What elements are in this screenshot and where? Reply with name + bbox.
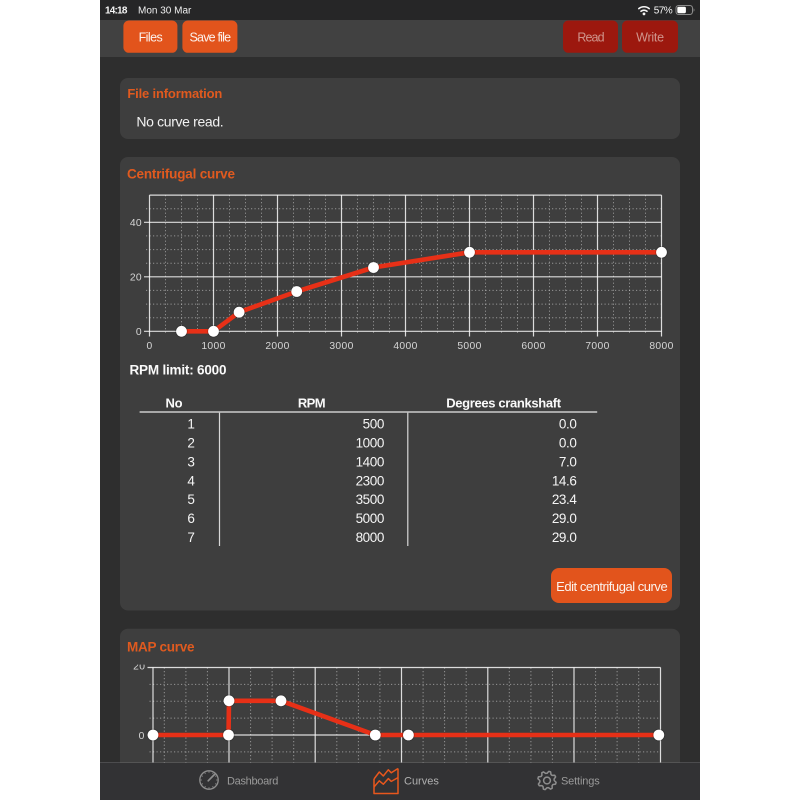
- svg-text:29.0: 29.0: [552, 511, 577, 526]
- svg-text:20: 20: [133, 662, 145, 673]
- svg-text:14:18: 14:18: [105, 5, 128, 16]
- svg-text:Curves: Curves: [404, 775, 439, 787]
- svg-text:29.0: 29.0: [552, 530, 577, 545]
- svg-text:3000: 3000: [329, 341, 353, 352]
- svg-text:0.0: 0.0: [559, 436, 577, 451]
- svg-text:Degrees crankshaft: Degrees crankshaft: [446, 396, 562, 411]
- svg-text:2000: 2000: [265, 341, 289, 352]
- svg-text:6000: 6000: [521, 341, 545, 352]
- svg-text:7000: 7000: [585, 341, 609, 352]
- svg-text:No: No: [166, 396, 183, 411]
- svg-text:Dashboard: Dashboard: [227, 775, 278, 787]
- svg-text:3: 3: [187, 454, 194, 469]
- svg-text:1000: 1000: [201, 341, 225, 352]
- svg-text:500: 500: [363, 417, 384, 432]
- svg-text:0: 0: [139, 731, 145, 742]
- svg-text:6: 6: [187, 511, 194, 526]
- svg-text:RPM limit: 6000: RPM limit: 6000: [130, 362, 227, 377]
- svg-text:5: 5: [187, 492, 194, 507]
- svg-text:0.0: 0.0: [559, 417, 577, 432]
- svg-text:Centrifugal curve: Centrifugal curve: [127, 166, 235, 181]
- svg-text:0: 0: [146, 341, 152, 352]
- svg-text:Write: Write: [636, 31, 664, 45]
- svg-text:40: 40: [130, 218, 142, 229]
- svg-text:1400: 1400: [356, 454, 384, 469]
- svg-text:Read: Read: [577, 31, 604, 45]
- svg-text:1000: 1000: [356, 436, 384, 451]
- svg-text:7.0: 7.0: [559, 454, 577, 469]
- svg-text:RPM: RPM: [298, 396, 325, 411]
- svg-text:5000: 5000: [457, 341, 481, 352]
- svg-text:Edit centrifugal curve: Edit centrifugal curve: [556, 579, 667, 594]
- svg-text:20: 20: [130, 273, 142, 284]
- svg-text:7: 7: [187, 530, 194, 545]
- svg-text:Mon 30 Mar: Mon 30 Mar: [138, 5, 192, 16]
- svg-text:57%: 57%: [654, 6, 673, 17]
- svg-text:4000: 4000: [393, 341, 417, 352]
- svg-text:23.4: 23.4: [552, 492, 578, 507]
- svg-text:1: 1: [187, 417, 194, 432]
- svg-text:File information: File information: [127, 86, 222, 101]
- svg-text:No curve read.: No curve read.: [136, 114, 223, 130]
- svg-text:2300: 2300: [356, 473, 384, 488]
- svg-text:0: 0: [136, 327, 142, 338]
- svg-text:Files: Files: [139, 31, 163, 45]
- svg-text:MAP curve: MAP curve: [127, 639, 195, 654]
- svg-text:2: 2: [187, 436, 194, 451]
- svg-text:5000: 5000: [356, 511, 384, 526]
- svg-text:Save file: Save file: [190, 31, 232, 45]
- svg-text:3500: 3500: [356, 492, 384, 507]
- svg-text:14.6: 14.6: [552, 473, 577, 488]
- svg-text:8000: 8000: [649, 341, 673, 352]
- svg-text:8000: 8000: [356, 530, 384, 545]
- svg-text:Settings: Settings: [561, 775, 600, 787]
- svg-text:4: 4: [187, 473, 195, 488]
